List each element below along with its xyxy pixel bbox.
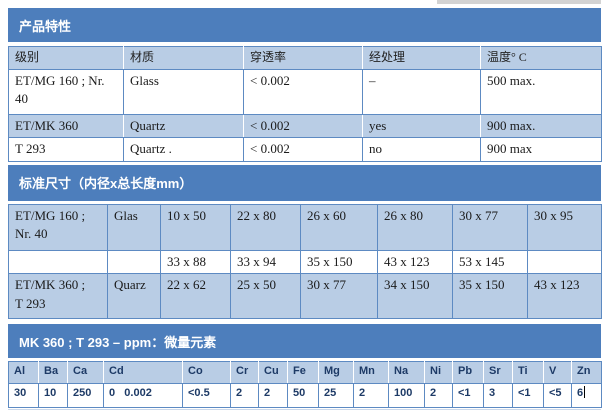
table-row: ET/MK 360 ; T 293 Quarz 22 x 62 25 x 50 … [8,273,602,320]
element-value: 100 [388,383,425,409]
size-cell: 30 x 95 [527,203,602,251]
cell-treated: yes [362,113,481,139]
size-cell [527,249,602,275]
size-cell: 26 x 80 [377,203,453,251]
element-header: Fe [287,361,319,385]
cell-grade: ET/MG 160 ; Nr. 40 [8,69,124,115]
element-header: Al [8,361,39,385]
element-header: Co [182,361,231,385]
cell-transmittance: < 0.002 [243,113,363,139]
size-cell: 33 x 88 [160,249,231,275]
element-value: 10 [38,383,68,409]
element-header: Mg [318,361,354,385]
element-header: Cr [230,361,259,385]
table-row: T 293 Quartz . < 0.002 no 900 max [8,137,602,162]
element-value: <5 [543,383,572,409]
table-row: ET/MG 160 ; Nr. 40 Glas 10 x 50 22 x 80 … [8,203,602,251]
element-header: Ni [424,361,453,385]
size-cell: 30 x 77 [300,273,378,320]
cell-grade: ET/MK 360 ; T 293 [8,273,108,320]
column-header-transmittance: 穿透率 [243,46,363,70]
element-value: 2 [353,383,389,409]
element-value: 50 [287,383,319,409]
size-cell: 43 x 123 [527,273,602,320]
cell-material: Quartz [123,113,244,139]
element-value: <1 [452,383,484,409]
top-edge-strip [437,0,601,4]
element-value: <0.5 [182,383,231,409]
element-header: Na [388,361,425,385]
element-value: 250 [67,383,104,409]
element-header: V [543,361,572,385]
size-cell: 33 x 94 [230,249,301,275]
trace-values-row: 30 10 250 0 0.002 <0.5 2 2 50 25 2 100 2… [8,383,602,409]
element-header: Pb [452,361,484,385]
cell-treated: no [362,137,481,162]
element-value-zn: 6 [571,383,602,409]
trace-elements-table: Al Ba Ca Cd Co Cr Cu Fe Mg Mn Na Ni Pb S… [8,361,602,409]
element-value: 3 [483,383,513,409]
cell-grade: ET/MG 160 ; Nr. 40 [8,203,108,251]
element-header: Ba [38,361,68,385]
size-cell: 25 x 50 [230,273,301,320]
element-value: 30 [8,383,39,409]
size-cell: 22 x 80 [230,203,301,251]
element-value: 0 0.002 [103,383,183,409]
document-content: 产品特性 级别 材质 穿透率 经处理 温度° C ET/MG 160 ; Nr.… [8,8,602,409]
element-value: 25 [318,383,354,409]
element-value: 6 [577,387,584,400]
cell-transmittance: < 0.002 [243,69,363,115]
product-table: 级别 材质 穿透率 经处理 温度° C ET/MG 160 ; Nr. 40 G… [8,46,602,162]
cell-temperature: 900 max. [480,113,602,139]
column-header-treated: 经处理 [362,46,481,70]
table-row: ET/MK 360 Quartz < 0.002 yes 900 max. [8,113,602,139]
size-cell: 30 x 77 [452,203,528,251]
element-header: Cd [103,361,183,385]
column-header-material: 材质 [123,46,244,70]
size-cell: 53 x 145 [452,249,528,275]
dimensions-table: ET/MG 160 ; Nr. 40 Glas 10 x 50 22 x 80 … [8,203,602,320]
cell-material: Glas [107,203,161,251]
element-value: 2 [424,383,453,409]
size-cell: 43 x 123 [377,249,453,275]
table-row: ET/MG 160 ; Nr. 40 Glass < 0.002 – 500 m… [8,69,602,115]
size-cell: 26 x 60 [300,203,378,251]
text-caret [584,386,586,399]
size-cell: 35 x 150 [300,249,378,275]
cell-treated: – [362,69,481,115]
size-cell: 34 x 150 [377,273,453,320]
section-header-trace-elements: MK 360 ; T 293 – ppm：微量元素 [8,324,601,359]
section-header-product: 产品特性 [8,8,601,42]
trace-header-row: Al Ba Ca Cd Co Cr Cu Fe Mg Mn Na Ni Pb S… [8,361,602,385]
column-header-temperature: 温度° C [480,46,602,70]
element-value: 2 [230,383,259,409]
cell-material: Quarz [107,273,161,320]
element-header: Ti [512,361,544,385]
element-header: Cu [258,361,288,385]
column-header-grade: 级别 [8,46,124,70]
element-value: <1 [512,383,544,409]
cell-material [107,249,161,275]
cell-material: Glass [123,69,244,115]
table-row: 33 x 88 33 x 94 35 x 150 43 x 123 53 x 1… [8,249,602,275]
element-header: Mn [353,361,389,385]
product-table-header-row: 级别 材质 穿透率 经处理 温度° C [8,46,602,70]
element-header: Ca [67,361,104,385]
cell-grade: ET/MK 360 [8,113,124,139]
element-value: 2 [258,383,288,409]
cell-grade [8,249,108,275]
cell-grade: T 293 [8,137,124,162]
element-header: Zn [571,361,602,385]
size-cell: 35 x 150 [452,273,528,320]
section-header-dimensions: 标准尺寸（内径x总长度mm） [8,164,601,201]
cell-transmittance: < 0.002 [243,137,363,162]
size-cell: 10 x 50 [160,203,231,251]
element-header: Sr [483,361,513,385]
cell-temperature: 500 max. [480,69,602,115]
partial-next-row-edge [8,409,601,410]
size-cell: 22 x 62 [160,273,231,320]
cell-temperature: 900 max [480,137,602,162]
cell-material: Quartz . [123,137,244,162]
